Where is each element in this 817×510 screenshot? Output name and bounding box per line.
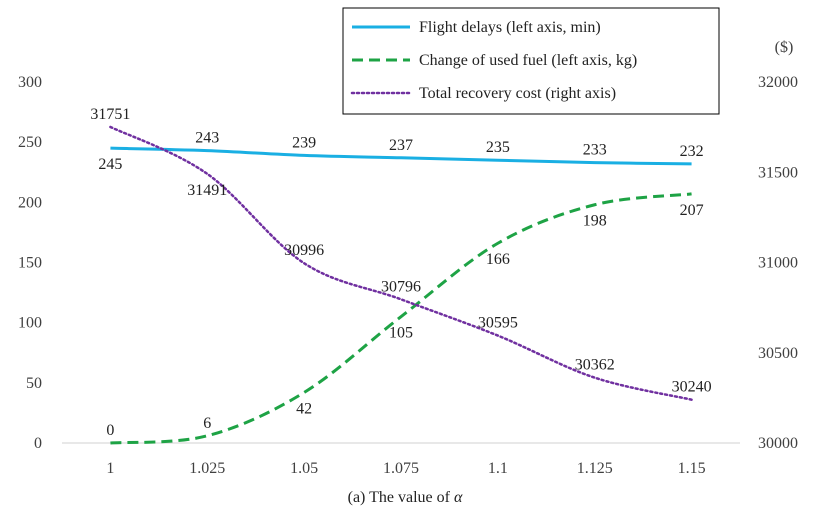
x-tick-label: 1 [106, 460, 114, 477]
data-label-series-3: 31751 [90, 106, 130, 123]
data-label-series-2: 166 [486, 251, 510, 268]
right-axis-unit: ($) [775, 39, 794, 56]
data-label-series-2: 0 [106, 422, 114, 439]
data-label-series-3: 30595 [478, 315, 518, 332]
data-label-series-3: 30996 [284, 242, 324, 259]
data-label-series-2: 207 [680, 202, 704, 219]
data-label-series-3: 30240 [672, 379, 712, 396]
data-label-series-1: 245 [98, 156, 122, 173]
series-layer [109, 125, 693, 445]
left-tick-label: 200 [18, 194, 42, 211]
x-tick-label: 1.05 [290, 460, 318, 477]
data-label-series-1: 233 [583, 142, 607, 159]
series-line-1 [110, 146, 692, 166]
data-label-series-2: 6 [203, 415, 211, 432]
left-axis-ticks: 0 50 100 150 200 250 300 [18, 74, 42, 452]
left-tick-label: 100 [18, 315, 42, 332]
series-line-3 [109, 125, 693, 401]
data-label-layer: 245 243 239 237 235 233 232 0 6 42 105 166 198 207 317… [90, 106, 711, 439]
data-label-series-1: 243 [195, 130, 219, 147]
x-axis-title: (a) The value of α [348, 489, 463, 506]
x-tick-label: 1.075 [383, 460, 419, 477]
data-label-series-1: 237 [389, 137, 413, 154]
legend-label-2: Change of used fuel (left axis, kg) [419, 52, 637, 69]
x-tick-label: 1.025 [189, 460, 225, 477]
left-tick-label: 150 [18, 255, 42, 272]
data-label-series-1: 239 [292, 134, 316, 151]
data-label-series-3: 31491 [187, 182, 227, 199]
right-tick-label: 32000 [758, 74, 798, 91]
x-axis-title-symbol: α [454, 489, 463, 506]
left-tick-label: 0 [34, 435, 42, 452]
data-label-series-2: 105 [389, 325, 413, 342]
x-tick-label: 1.1 [488, 460, 508, 477]
x-axis-ticks: 1 1.025 1.05 1.075 1.1 1.125 1.15 [106, 460, 705, 477]
right-tick-label: 31500 [758, 164, 798, 181]
legend-label-1: Flight delays (left axis, min) [419, 19, 601, 36]
data-label-series-3: 30796 [381, 278, 421, 295]
x-axis-title-text: (a) The value of [348, 489, 454, 506]
right-tick-label: 31000 [758, 255, 798, 272]
left-tick-label: 250 [18, 134, 42, 151]
x-tick-label: 1.15 [678, 460, 706, 477]
series-line-2 [110, 192, 692, 445]
data-label-series-2: 42 [296, 400, 312, 417]
x-tick-label: 1.125 [577, 460, 613, 477]
right-tick-label: 30000 [758, 435, 798, 452]
right-axis-ticks: 30000 30500 31000 31500 32000 [758, 74, 798, 452]
legend-label-3: Total recovery cost (right axis) [419, 85, 616, 102]
data-label-series-1: 232 [680, 143, 704, 160]
data-label-series-3: 30362 [575, 357, 615, 374]
right-tick-label: 30500 [758, 345, 798, 362]
left-tick-label: 50 [26, 375, 42, 392]
left-tick-label: 300 [18, 74, 42, 91]
data-label-series-2: 198 [583, 213, 607, 230]
legend: Flight delays (left axis, min) Change of … [342, 7, 720, 115]
data-label-series-1: 235 [486, 139, 510, 156]
